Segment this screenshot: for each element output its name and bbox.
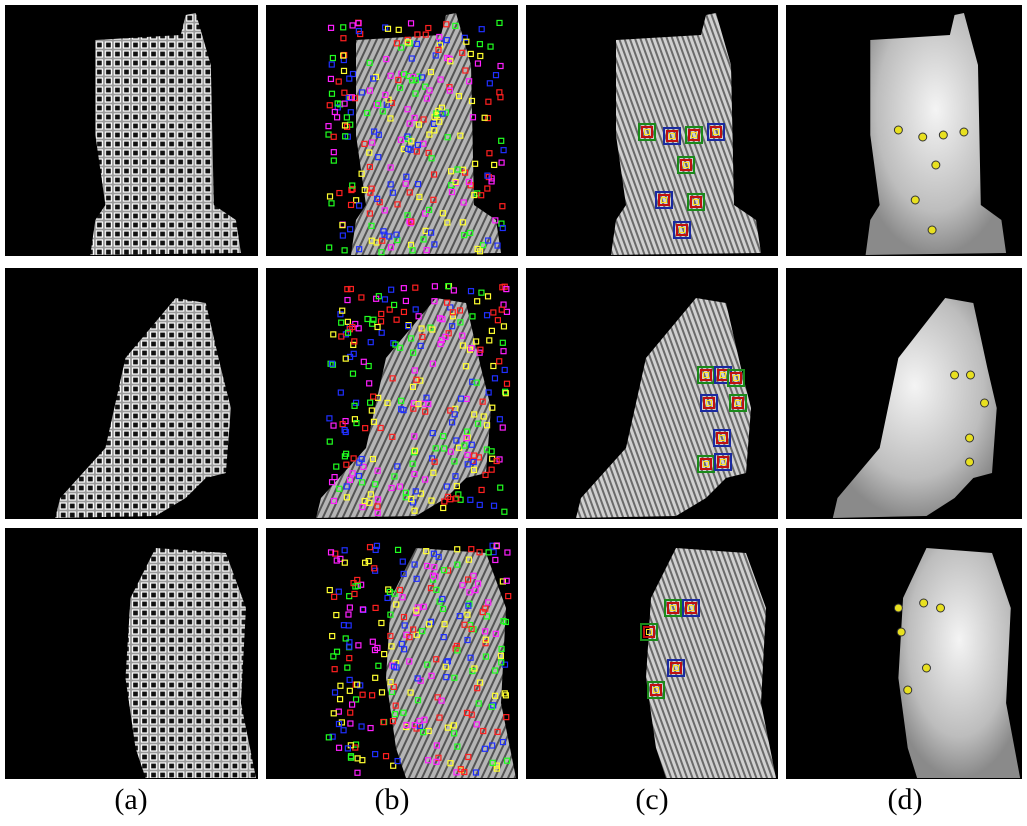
panel [786,5,1022,256]
panels [5,5,1022,779]
landmark-dot [928,226,936,234]
landmark-dot [951,371,959,379]
landmark-dot [966,371,974,379]
panel [5,5,258,256]
face-scan [125,548,256,778]
landmark-dot [960,128,968,136]
panel-label: (d) [888,783,923,816]
landmark-dot [911,196,919,204]
face-scan [646,548,776,778]
landmark-dot [894,604,902,612]
panel [266,5,518,256]
panel [5,528,258,779]
landmark-dot [922,664,930,672]
landmark-dot [894,126,902,134]
figure: (a) (b) (c) (d) [0,0,1027,826]
panel [526,5,778,256]
page: (a) (b) (c) (d) (() => { const data = JS… [0,0,1027,826]
landmark-dot [981,399,989,407]
face-scan [898,548,1020,778]
panel [266,528,518,779]
panel-label: (c) [635,783,668,816]
panel [526,528,778,779]
landmark-dot [897,628,905,636]
panel [786,268,1022,519]
landmark-dot [966,458,974,466]
landmark-dot [939,131,947,139]
landmark-dot [919,133,927,141]
landmark-dot [966,434,974,442]
landmark-dot [920,599,928,607]
landmark-dot [937,604,945,612]
panel [526,268,778,519]
panel-label: (b) [375,783,410,816]
panel [786,528,1022,779]
panel [5,268,258,519]
face-scan [386,548,516,778]
panel [266,268,518,519]
landmark-dot [904,686,912,694]
panel-label: (a) [114,783,147,816]
landmark-dot [932,161,940,169]
